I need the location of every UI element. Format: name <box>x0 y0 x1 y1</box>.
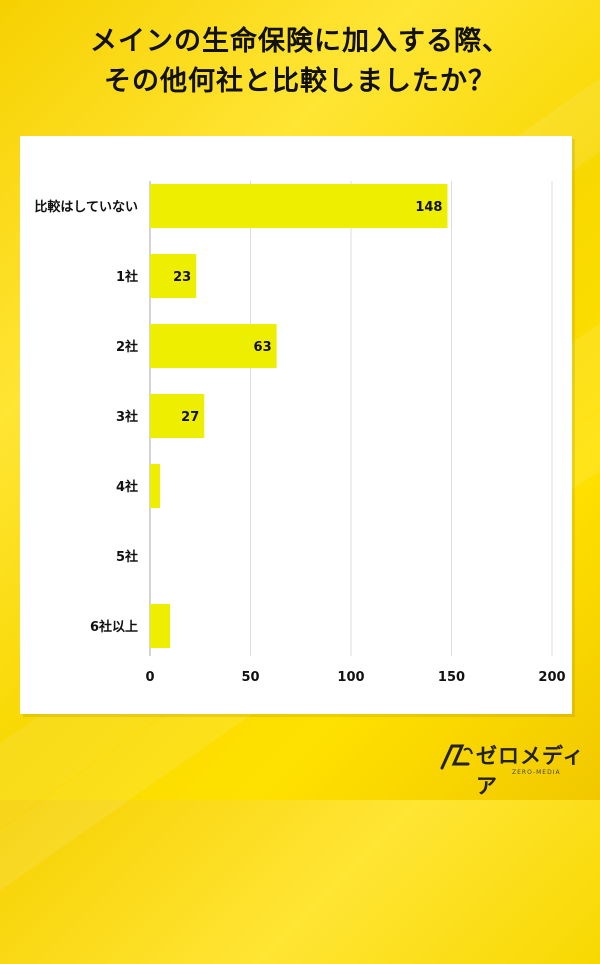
brand-logo: ゼロメディア ZERO-MEDIA <box>436 736 586 798</box>
bar <box>150 394 205 438</box>
bar <box>150 324 277 368</box>
x-tick-label: 150 <box>438 670 465 685</box>
category-label: 6社以上 <box>90 619 138 635</box>
category-label: 2社 <box>116 339 138 355</box>
data-label: 63 <box>254 340 272 355</box>
page-title: メインの生命保険に加入する際、 その他何社と比較しましたか？ <box>0 22 600 102</box>
data-label: 27 <box>181 410 199 425</box>
category-label: 比較はしていない <box>34 199 138 215</box>
bar <box>150 464 161 508</box>
bar-chart: 0 50 100 150 200 比較はしていない 148 1社 23 2社 63 3社 27 4社 5社 6… <box>34 181 566 685</box>
bar <box>150 604 171 648</box>
brand-mark-icon <box>440 744 473 770</box>
title-line-1: メインの生命保険に加入する際、 <box>90 26 510 57</box>
title-line-2: その他何社と比較しましたか？ <box>104 66 496 97</box>
brand-name: ゼロメディア <box>476 744 585 798</box>
category-label: 1社 <box>116 269 138 285</box>
category-label: 4社 <box>116 479 138 495</box>
x-tick-label: 50 <box>241 670 259 685</box>
data-label: 148 <box>415 200 442 215</box>
category-label: 3社 <box>116 409 138 425</box>
brand-subtitle: ZERO-MEDIA <box>512 769 561 776</box>
x-tick-label: 0 <box>145 670 154 685</box>
bar <box>150 254 197 298</box>
x-tick-label: 200 <box>538 670 565 685</box>
bar <box>150 184 448 228</box>
x-tick-label: 100 <box>337 670 364 685</box>
category-label: 5社 <box>116 549 138 565</box>
chart-panel: 0 50 100 150 200 比較はしていない 148 1社 23 2社 63 3社 27 4社 5社 6… <box>20 136 572 714</box>
data-label: 23 <box>173 270 191 285</box>
